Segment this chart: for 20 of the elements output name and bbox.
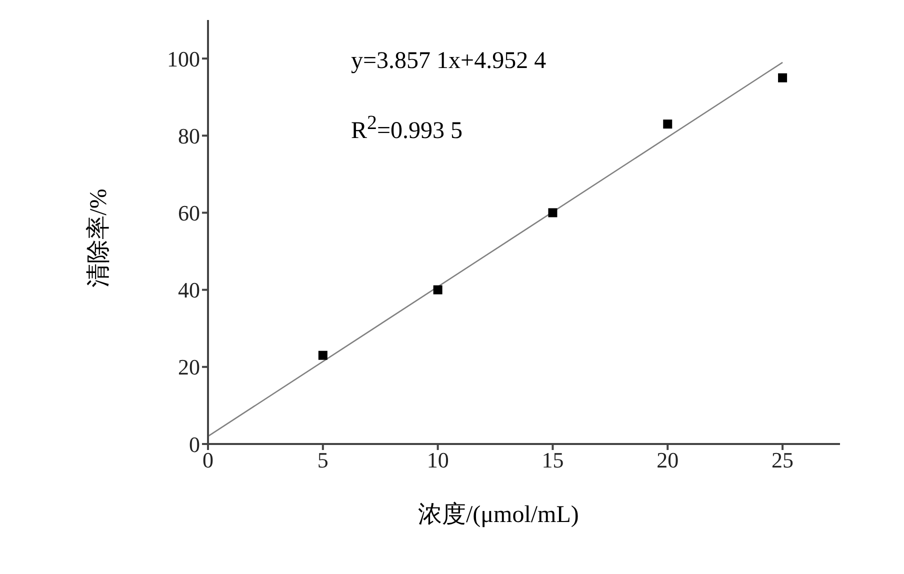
y-tick-label: 100 [167,46,200,72]
point [778,73,788,82]
x-tick-label: 5 [317,448,328,473]
annotation: y=3.857 1x+4.952 4 [351,48,546,75]
y-tick-label: 60 [178,200,200,226]
x-axis-title: 浓度/(μmol/mL) [418,500,579,530]
point [548,208,558,218]
y-tick-label: 80 [178,123,200,148]
point [318,350,328,360]
y-tick-label: 0 [189,432,200,457]
x-tick-label: 25 [772,448,794,473]
x-tick-label: 20 [656,448,679,473]
y-tick-label: 20 [178,354,200,380]
y-tick-label: 40 [178,278,200,303]
annotation: R$^{2}$=0.993 5 [351,112,463,145]
point [433,285,442,294]
y-axis-title: 清除率/% [84,188,113,288]
point [663,120,672,129]
x-tick-label: 15 [542,448,564,473]
x-tick-label: 10 [426,448,449,473]
